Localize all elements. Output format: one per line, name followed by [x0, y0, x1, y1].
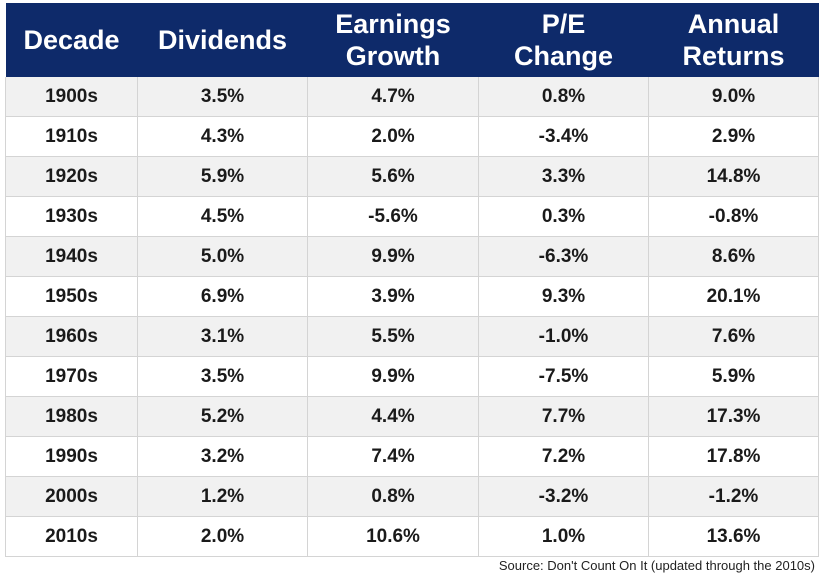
cell-annual-returns: 9.0% [648, 77, 819, 117]
cell-dividends: 3.5% [137, 77, 308, 117]
table-header: Decade Dividends Earnings Growth P/E Change… [5, 3, 819, 77]
table-row: 1960s 3.1% 5.5% -1.0% 7.6% [5, 316, 819, 357]
cell-dividends: 5.9% [137, 156, 308, 197]
cell-annual-returns: 7.6% [648, 316, 819, 357]
table-row: 1990s 3.2% 7.4% 7.2% 17.8% [5, 436, 819, 477]
cell-earnings-growth: 4.7% [307, 77, 479, 117]
cell-decade: 1930s [5, 196, 138, 237]
cell-earnings-growth: 5.5% [307, 316, 479, 357]
column-header-pe-change: P/E Change [478, 3, 649, 77]
returns-table-container: Decade Dividends Earnings Growth P/E Change… [5, 3, 819, 557]
cell-decade: 1990s [5, 436, 138, 477]
table-body: 1900s 3.5% 4.7% 0.8% 9.0% 1910s 4.3% 2.0% -3.4% 2… [5, 77, 819, 557]
cell-pe-change: 1.0% [478, 516, 649, 557]
table-row: 1900s 3.5% 4.7% 0.8% 9.0% [5, 77, 819, 117]
cell-decade: 2010s [5, 516, 138, 557]
cell-decade: 1910s [5, 116, 138, 157]
cell-decade: 1900s [5, 77, 138, 117]
column-header-earnings-growth: Earnings Growth [307, 3, 479, 77]
cell-annual-returns: 2.9% [648, 116, 819, 157]
cell-annual-returns: 20.1% [648, 276, 819, 317]
header-row: Decade Dividends Earnings Growth P/E Change… [5, 3, 819, 77]
cell-dividends: 5.2% [137, 396, 308, 437]
cell-earnings-growth: 0.8% [307, 476, 479, 517]
cell-decade: 1950s [5, 276, 138, 317]
cell-annual-returns: 14.8% [648, 156, 819, 197]
cell-earnings-growth: 9.9% [307, 356, 479, 397]
cell-dividends: 4.3% [137, 116, 308, 157]
table-row: 1920s 5.9% 5.6% 3.3% 14.8% [5, 156, 819, 197]
column-header-annual-returns: Annual Returns [648, 3, 819, 77]
cell-annual-returns: 17.8% [648, 436, 819, 477]
cell-decade: 1980s [5, 396, 138, 437]
cell-earnings-growth: 9.9% [307, 236, 479, 277]
cell-annual-returns: 5.9% [648, 356, 819, 397]
cell-annual-returns: -0.8% [648, 196, 819, 237]
cell-pe-change: 7.2% [478, 436, 649, 477]
cell-decade: 1960s [5, 316, 138, 357]
cell-pe-change: -1.0% [478, 316, 649, 357]
returns-by-decade-table: Decade Dividends Earnings Growth P/E Change… [5, 3, 819, 557]
table-row: 1980s 5.2% 4.4% 7.7% 17.3% [5, 396, 819, 437]
table-row: 1930s 4.5% -5.6% 0.3% -0.8% [5, 196, 819, 237]
cell-dividends: 3.1% [137, 316, 308, 357]
cell-earnings-growth: -5.6% [307, 196, 479, 237]
cell-pe-change: -7.5% [478, 356, 649, 397]
cell-dividends: 3.2% [137, 436, 308, 477]
table-row: 2000s 1.2% 0.8% -3.2% -1.2% [5, 476, 819, 517]
table-row: 1950s 6.9% 3.9% 9.3% 20.1% [5, 276, 819, 317]
cell-pe-change: 9.3% [478, 276, 649, 317]
column-header-dividends: Dividends [137, 3, 308, 77]
cell-dividends: 3.5% [137, 356, 308, 397]
table-row: 1910s 4.3% 2.0% -3.4% 2.9% [5, 116, 819, 157]
cell-pe-change: 0.8% [478, 77, 649, 117]
table-row: 2010s 2.0% 10.6% 1.0% 13.6% [5, 516, 819, 557]
cell-decade: 1970s [5, 356, 138, 397]
cell-earnings-growth: 2.0% [307, 116, 479, 157]
cell-pe-change: 7.7% [478, 396, 649, 437]
cell-dividends: 4.5% [137, 196, 308, 237]
column-header-decade: Decade [5, 3, 138, 77]
table-row: 1940s 5.0% 9.9% -6.3% 8.6% [5, 236, 819, 277]
cell-dividends: 6.9% [137, 276, 308, 317]
source-note: Source: Don't Count On It (updated throu… [498, 558, 815, 573]
cell-pe-change: -3.4% [478, 116, 649, 157]
cell-earnings-growth: 3.9% [307, 276, 479, 317]
cell-pe-change: -3.2% [478, 476, 649, 517]
cell-earnings-growth: 5.6% [307, 156, 479, 197]
cell-decade: 2000s [5, 476, 138, 517]
cell-earnings-growth: 4.4% [307, 396, 479, 437]
cell-annual-returns: 17.3% [648, 396, 819, 437]
cell-decade: 1920s [5, 156, 138, 197]
cell-annual-returns: 8.6% [648, 236, 819, 277]
cell-annual-returns: -1.2% [648, 476, 819, 517]
cell-earnings-growth: 10.6% [307, 516, 479, 557]
cell-dividends: 5.0% [137, 236, 308, 277]
cell-pe-change: -6.3% [478, 236, 649, 277]
cell-dividends: 1.2% [137, 476, 308, 517]
cell-earnings-growth: 7.4% [307, 436, 479, 477]
cell-decade: 1940s [5, 236, 138, 277]
cell-pe-change: 0.3% [478, 196, 649, 237]
cell-pe-change: 3.3% [478, 156, 649, 197]
cell-annual-returns: 13.6% [648, 516, 819, 557]
cell-dividends: 2.0% [137, 516, 308, 557]
table-row: 1970s 3.5% 9.9% -7.5% 5.9% [5, 356, 819, 397]
